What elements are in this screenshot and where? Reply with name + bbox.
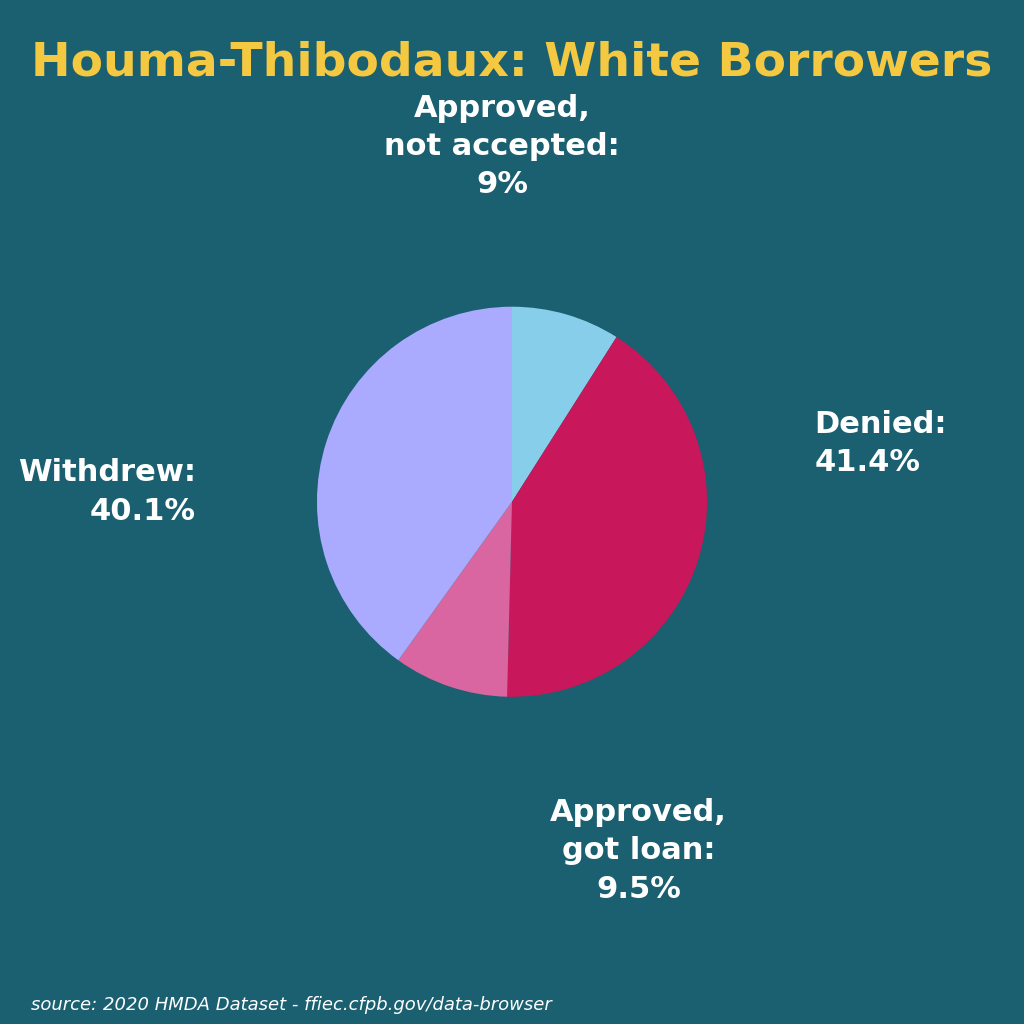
Text: Approved,
not accepted:
9%: Approved, not accepted: 9%: [384, 94, 621, 200]
Text: Houma-Thibodaux: White Borrowers: Houma-Thibodaux: White Borrowers: [32, 41, 992, 86]
Wedge shape: [507, 337, 707, 696]
Text: source: 2020 HMDA Dataset - ffiec.cfpb.gov/data-browser: source: 2020 HMDA Dataset - ffiec.cfpb.g…: [31, 995, 552, 1014]
Wedge shape: [317, 307, 512, 660]
Text: Withdrew:
40.1%: Withdrew: 40.1%: [18, 459, 196, 525]
Text: Approved,
got loan:
9.5%: Approved, got loan: 9.5%: [550, 799, 727, 903]
Wedge shape: [512, 307, 616, 502]
Wedge shape: [398, 502, 512, 696]
Text: Denied:
41.4%: Denied: 41.4%: [814, 410, 947, 477]
